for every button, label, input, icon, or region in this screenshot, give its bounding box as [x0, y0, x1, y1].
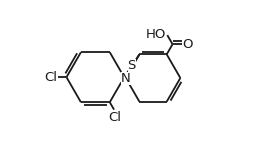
Text: Cl: Cl [108, 111, 121, 124]
Text: S: S [128, 59, 136, 72]
Text: Cl: Cl [44, 71, 57, 84]
Text: N: N [121, 71, 131, 85]
Text: O: O [182, 38, 193, 51]
Text: HO: HO [145, 28, 166, 41]
